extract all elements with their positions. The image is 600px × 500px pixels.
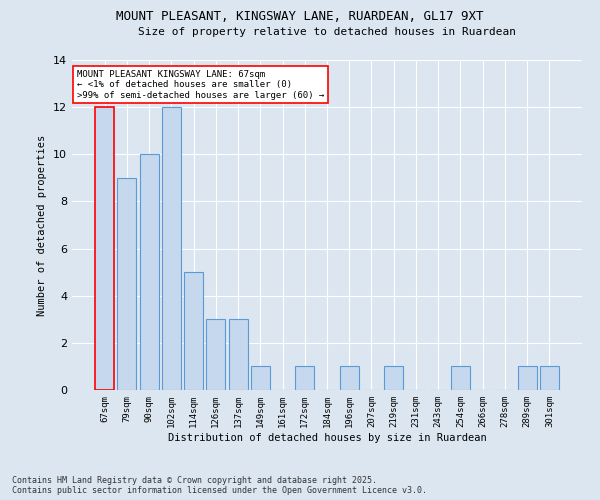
Bar <box>140 154 158 390</box>
Bar <box>229 320 248 390</box>
Bar <box>340 366 359 390</box>
Bar <box>518 366 536 390</box>
Bar <box>184 272 203 390</box>
Bar <box>95 107 114 390</box>
Text: Contains HM Land Registry data © Crown copyright and database right 2025.
Contai: Contains HM Land Registry data © Crown c… <box>12 476 427 495</box>
Title: Size of property relative to detached houses in Ruardean: Size of property relative to detached ho… <box>138 27 516 37</box>
Bar <box>295 366 314 390</box>
Bar <box>206 320 225 390</box>
Bar <box>540 366 559 390</box>
Bar <box>118 178 136 390</box>
Bar <box>162 107 181 390</box>
Text: MOUNT PLEASANT KINGSWAY LANE: 67sqm
← <1% of detached houses are smaller (0)
>99: MOUNT PLEASANT KINGSWAY LANE: 67sqm ← <1… <box>77 70 325 100</box>
Y-axis label: Number of detached properties: Number of detached properties <box>37 134 47 316</box>
Text: MOUNT PLEASANT, KINGSWAY LANE, RUARDEAN, GL17 9XT: MOUNT PLEASANT, KINGSWAY LANE, RUARDEAN,… <box>116 10 484 23</box>
Bar <box>451 366 470 390</box>
Bar <box>384 366 403 390</box>
X-axis label: Distribution of detached houses by size in Ruardean: Distribution of detached houses by size … <box>167 432 487 442</box>
Bar <box>251 366 270 390</box>
